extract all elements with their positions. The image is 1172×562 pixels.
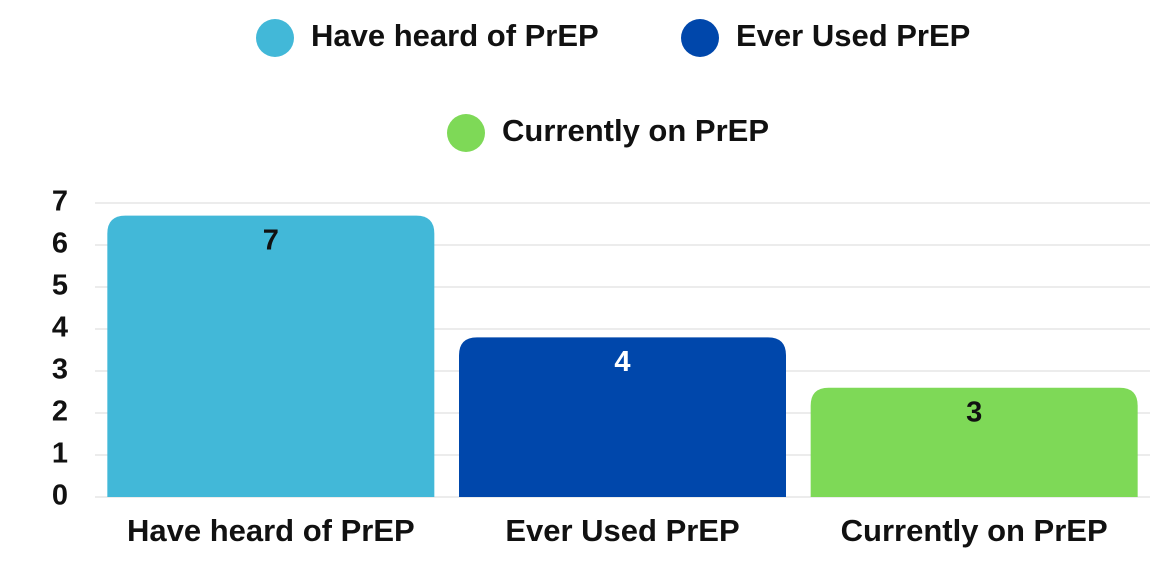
y-tick-label: 0	[52, 480, 68, 512]
y-tick-label: 6	[52, 228, 68, 260]
bar	[810, 387, 1138, 497]
bar	[107, 215, 435, 497]
x-tick-label: Have heard of PrEP	[127, 513, 415, 548]
legend-swatch	[681, 19, 719, 57]
y-tick-label: 2	[52, 396, 68, 428]
legend-swatch	[256, 19, 294, 57]
y-tick-label: 3	[52, 354, 68, 386]
y-tick-label: 4	[52, 312, 68, 344]
data-label: 4	[614, 346, 630, 378]
x-tick-label: Ever Used PrEP	[505, 513, 739, 548]
legend-label: Ever Used PrEP	[736, 18, 970, 53]
legend-swatch	[447, 114, 485, 152]
data-label: 3	[966, 396, 982, 428]
y-tick-label: 1	[52, 438, 68, 470]
y-tick-label: 5	[52, 270, 68, 302]
legend-label: Currently on PrEP	[502, 113, 769, 148]
x-tick-label: Currently on PrEP	[841, 513, 1108, 548]
y-tick-label: 7	[52, 186, 68, 218]
bar	[459, 337, 786, 497]
legend-label: Have heard of PrEP	[311, 18, 599, 53]
data-label: 7	[263, 224, 279, 256]
